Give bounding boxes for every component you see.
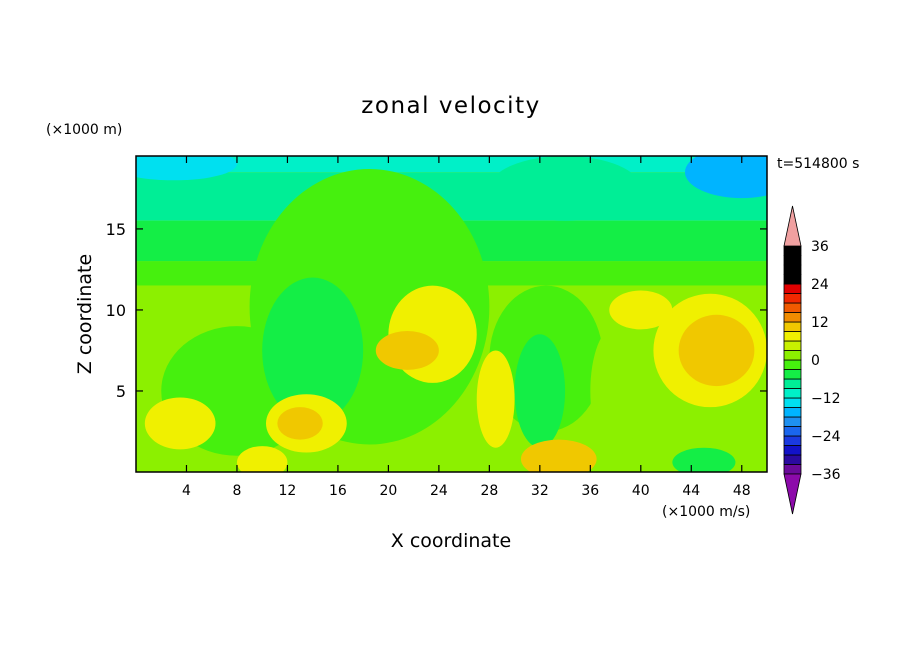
- field-region: [590, 326, 641, 456]
- field-region: [236, 446, 288, 472]
- colorbar-swatch: [783, 312, 802, 323]
- colorbar-swatch: [783, 435, 802, 446]
- colorbar-under-triangle: [783, 473, 802, 515]
- y-tick-label: 15: [106, 220, 126, 239]
- field-region: [514, 334, 566, 448]
- x-unit-label: (×1000 m/s): [662, 504, 750, 520]
- y-axis-label: Z coordinate: [74, 254, 96, 374]
- colorbar-swatch: [783, 283, 802, 294]
- x-tick-label: 12: [279, 483, 297, 499]
- colorbar-tick-label: 0: [811, 353, 820, 369]
- colorbar-swatch: [783, 350, 802, 361]
- field-region: [684, 156, 767, 199]
- field-region: [136, 156, 237, 181]
- field-region: [520, 439, 597, 472]
- chart-title: zonal velocity: [361, 93, 540, 119]
- colorbar-swatch: [783, 359, 802, 370]
- field-region: [678, 314, 755, 387]
- y-tick-label: 5: [116, 382, 126, 401]
- x-tick-label: 24: [430, 483, 448, 499]
- contour-field: [136, 156, 767, 472]
- field-region: [277, 407, 323, 440]
- x-tick-label: 8: [232, 483, 241, 499]
- colorbar-tick-label: −36: [811, 467, 841, 483]
- colorbar-swatch: [783, 264, 802, 275]
- plot-frame: [135, 155, 768, 473]
- x-tick-label: 44: [682, 483, 700, 499]
- colorbar: 36 24 12 0 −12 −24 −36: [783, 205, 841, 515]
- x-tick-label: 48: [733, 483, 751, 499]
- colorbar-swatch: [783, 340, 802, 351]
- x-tick-label: 36: [581, 483, 599, 499]
- colorbar-swatch: [783, 378, 802, 389]
- colorbar-tick-label: 36: [811, 239, 829, 255]
- colorbar-over-triangle: [783, 205, 802, 247]
- colorbar-swatch: [783, 454, 802, 465]
- field-region: [609, 290, 673, 330]
- colorbar-swatch: [783, 274, 802, 285]
- colorbar-tick-label: −24: [811, 429, 841, 445]
- colorbar-tick-label: 12: [811, 315, 829, 331]
- x-axis-label: X coordinate: [391, 530, 511, 552]
- x-tick-label: 32: [531, 483, 549, 499]
- colorbar-swatch: [783, 445, 802, 456]
- field-region: [672, 447, 736, 472]
- x-tick-label: 4: [182, 483, 191, 499]
- y-unit-label: (×1000 m): [46, 122, 122, 138]
- x-tick-label: 40: [632, 483, 650, 499]
- colorbar-swatch: [783, 426, 802, 437]
- colorbar-swatch: [783, 293, 802, 304]
- y-tick-label: 10: [106, 301, 126, 320]
- x-tick-label: 28: [480, 483, 498, 499]
- field-region: [375, 331, 439, 370]
- field-region: [144, 397, 216, 450]
- colorbar-swatch: [783, 388, 802, 399]
- field-region: [489, 156, 641, 221]
- colorbar-swatch: [783, 407, 802, 418]
- colorbar-tick-label: −12: [811, 391, 841, 407]
- time-label: t=514800 s: [777, 156, 859, 172]
- colorbar-swatch: [783, 416, 802, 427]
- x-tick-label: 20: [379, 483, 397, 499]
- colorbar-swatch: [783, 245, 802, 256]
- colorbar-tick-label: 24: [811, 277, 829, 293]
- field-region: [476, 350, 515, 448]
- colorbar-swatch: [783, 302, 802, 313]
- colorbar-swatch: [783, 331, 802, 342]
- colorbar-swatch: [783, 397, 802, 408]
- colorbar-swatch: [783, 255, 802, 266]
- x-tick-label: 16: [329, 483, 347, 499]
- colorbar-swatch: [783, 464, 802, 475]
- colorbar-swatch: [783, 369, 802, 380]
- colorbar-swatch: [783, 321, 802, 332]
- field-region: [262, 277, 364, 424]
